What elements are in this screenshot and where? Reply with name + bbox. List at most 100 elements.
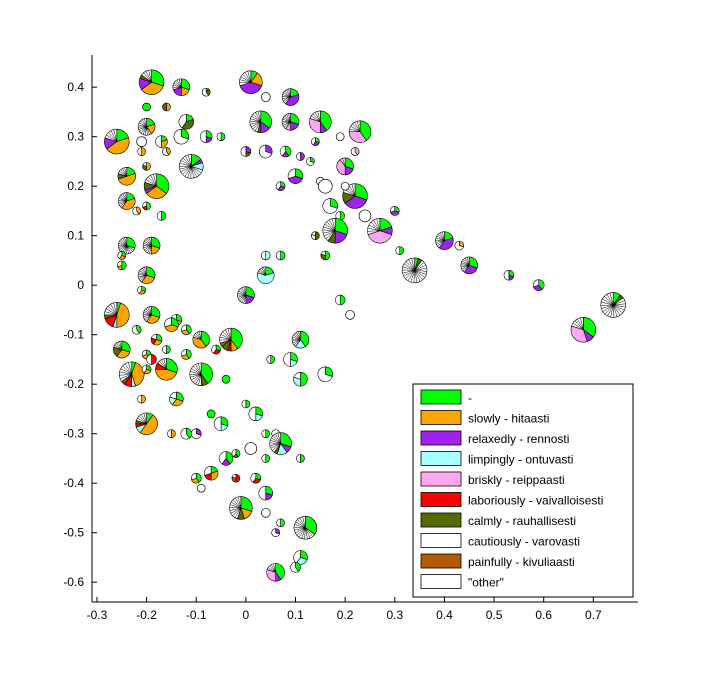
pie-spoke bbox=[144, 245, 152, 251]
legend-swatch bbox=[420, 410, 462, 425]
pie-slice bbox=[336, 159, 346, 176]
pie-spoke bbox=[331, 218, 336, 231]
pie-slice bbox=[121, 198, 136, 210]
pie-point bbox=[241, 399, 251, 409]
pie-slice bbox=[275, 250, 281, 261]
pie-point bbox=[266, 563, 285, 582]
pie-spoke bbox=[242, 74, 252, 83]
pie-point bbox=[279, 145, 292, 158]
pie-spoke bbox=[122, 365, 132, 375]
pie-point bbox=[119, 361, 145, 387]
pie-spoke bbox=[141, 414, 147, 424]
pie-slice bbox=[583, 317, 597, 338]
pie-slice bbox=[290, 562, 299, 573]
pie-spoke bbox=[604, 296, 614, 306]
pie-slice bbox=[265, 429, 271, 438]
pie-slice bbox=[132, 206, 140, 216]
pie-slice bbox=[235, 473, 241, 483]
pie-slice bbox=[288, 175, 303, 184]
pie-point bbox=[137, 147, 146, 156]
pie-slice bbox=[137, 147, 142, 156]
pie-slice bbox=[300, 152, 305, 161]
pie-slice bbox=[142, 102, 151, 112]
pie-spoke bbox=[302, 516, 306, 528]
pie-spoke bbox=[139, 126, 147, 132]
pie-slice bbox=[256, 272, 275, 285]
pie-spoke bbox=[252, 121, 261, 130]
pie-spoke bbox=[118, 198, 127, 202]
pie-spoke bbox=[239, 294, 247, 302]
pie-spoke bbox=[120, 239, 127, 246]
pie-point bbox=[142, 236, 161, 255]
pie-spoke bbox=[119, 245, 127, 250]
legend: - slowly - hitaasti relaxedly - rennosti li… bbox=[412, 383, 634, 598]
pie-spoke bbox=[232, 499, 242, 509]
pie-point bbox=[237, 286, 255, 304]
pie-spoke bbox=[179, 166, 192, 170]
pie-point bbox=[322, 198, 338, 214]
pie-spoke bbox=[192, 374, 202, 383]
x-tick-label: 0.1 bbox=[287, 608, 304, 622]
pie-spoke bbox=[283, 92, 291, 98]
pie-slice bbox=[239, 81, 263, 94]
pie-spoke bbox=[106, 134, 117, 142]
pie-spoke bbox=[273, 563, 276, 573]
pie-point bbox=[276, 518, 285, 528]
pie-spoke bbox=[120, 245, 127, 252]
pie-slice bbox=[359, 120, 372, 141]
pie-spoke bbox=[119, 371, 132, 375]
pie-slice bbox=[239, 70, 252, 87]
pie-spoke bbox=[294, 524, 306, 528]
pie-spoke bbox=[282, 96, 291, 98]
pie-spoke bbox=[295, 527, 306, 534]
pie-slice bbox=[180, 427, 190, 440]
pie-point bbox=[320, 250, 331, 261]
pie-spoke bbox=[175, 81, 182, 88]
pie-spoke bbox=[124, 192, 127, 202]
pie-spoke bbox=[288, 88, 291, 98]
pie-point bbox=[296, 152, 305, 161]
pie-slice bbox=[155, 135, 162, 148]
pie-slice bbox=[320, 250, 326, 256]
pie-slice bbox=[339, 157, 346, 168]
pie-spoke bbox=[143, 312, 152, 316]
pie-point bbox=[203, 466, 219, 481]
pie-point bbox=[249, 110, 272, 134]
pie-slice bbox=[261, 429, 267, 438]
pie-slice bbox=[348, 131, 367, 143]
pie-slice bbox=[339, 211, 345, 221]
pie-point bbox=[240, 146, 252, 157]
pie-spoke bbox=[144, 314, 152, 321]
legend-label: painfully - kivuliaasti bbox=[468, 555, 575, 569]
pie-spoke bbox=[574, 320, 584, 330]
pie-spoke bbox=[113, 302, 118, 315]
pie-spoke bbox=[613, 304, 626, 308]
pie-spoke bbox=[269, 442, 281, 444]
pie-point bbox=[131, 324, 142, 335]
pie-spoke bbox=[227, 328, 232, 340]
pie-spoke bbox=[405, 261, 415, 271]
pie-spoke bbox=[145, 71, 152, 83]
pie-point bbox=[290, 562, 301, 573]
pie-spoke bbox=[178, 78, 182, 88]
legend-label: briskly - reippaasti bbox=[468, 473, 565, 487]
pie-point bbox=[261, 429, 271, 438]
pie-spoke bbox=[142, 119, 147, 127]
pie-slice bbox=[162, 345, 167, 354]
pie-point bbox=[322, 218, 348, 244]
pie-point bbox=[162, 102, 171, 112]
pie-spoke bbox=[462, 265, 470, 271]
pie-spoke bbox=[144, 241, 152, 246]
pie-point bbox=[532, 279, 545, 291]
pie-spoke bbox=[224, 329, 232, 340]
pie-spoke bbox=[122, 238, 127, 246]
pie-point bbox=[117, 167, 136, 186]
pie-spoke bbox=[138, 124, 147, 128]
pie-slice bbox=[438, 237, 454, 250]
pie-point bbox=[258, 485, 273, 501]
pie-slice bbox=[300, 330, 310, 347]
pie-spoke bbox=[122, 193, 127, 202]
pie-spoke bbox=[344, 189, 356, 197]
pie-spoke bbox=[115, 343, 122, 350]
pie-spoke bbox=[414, 270, 421, 282]
